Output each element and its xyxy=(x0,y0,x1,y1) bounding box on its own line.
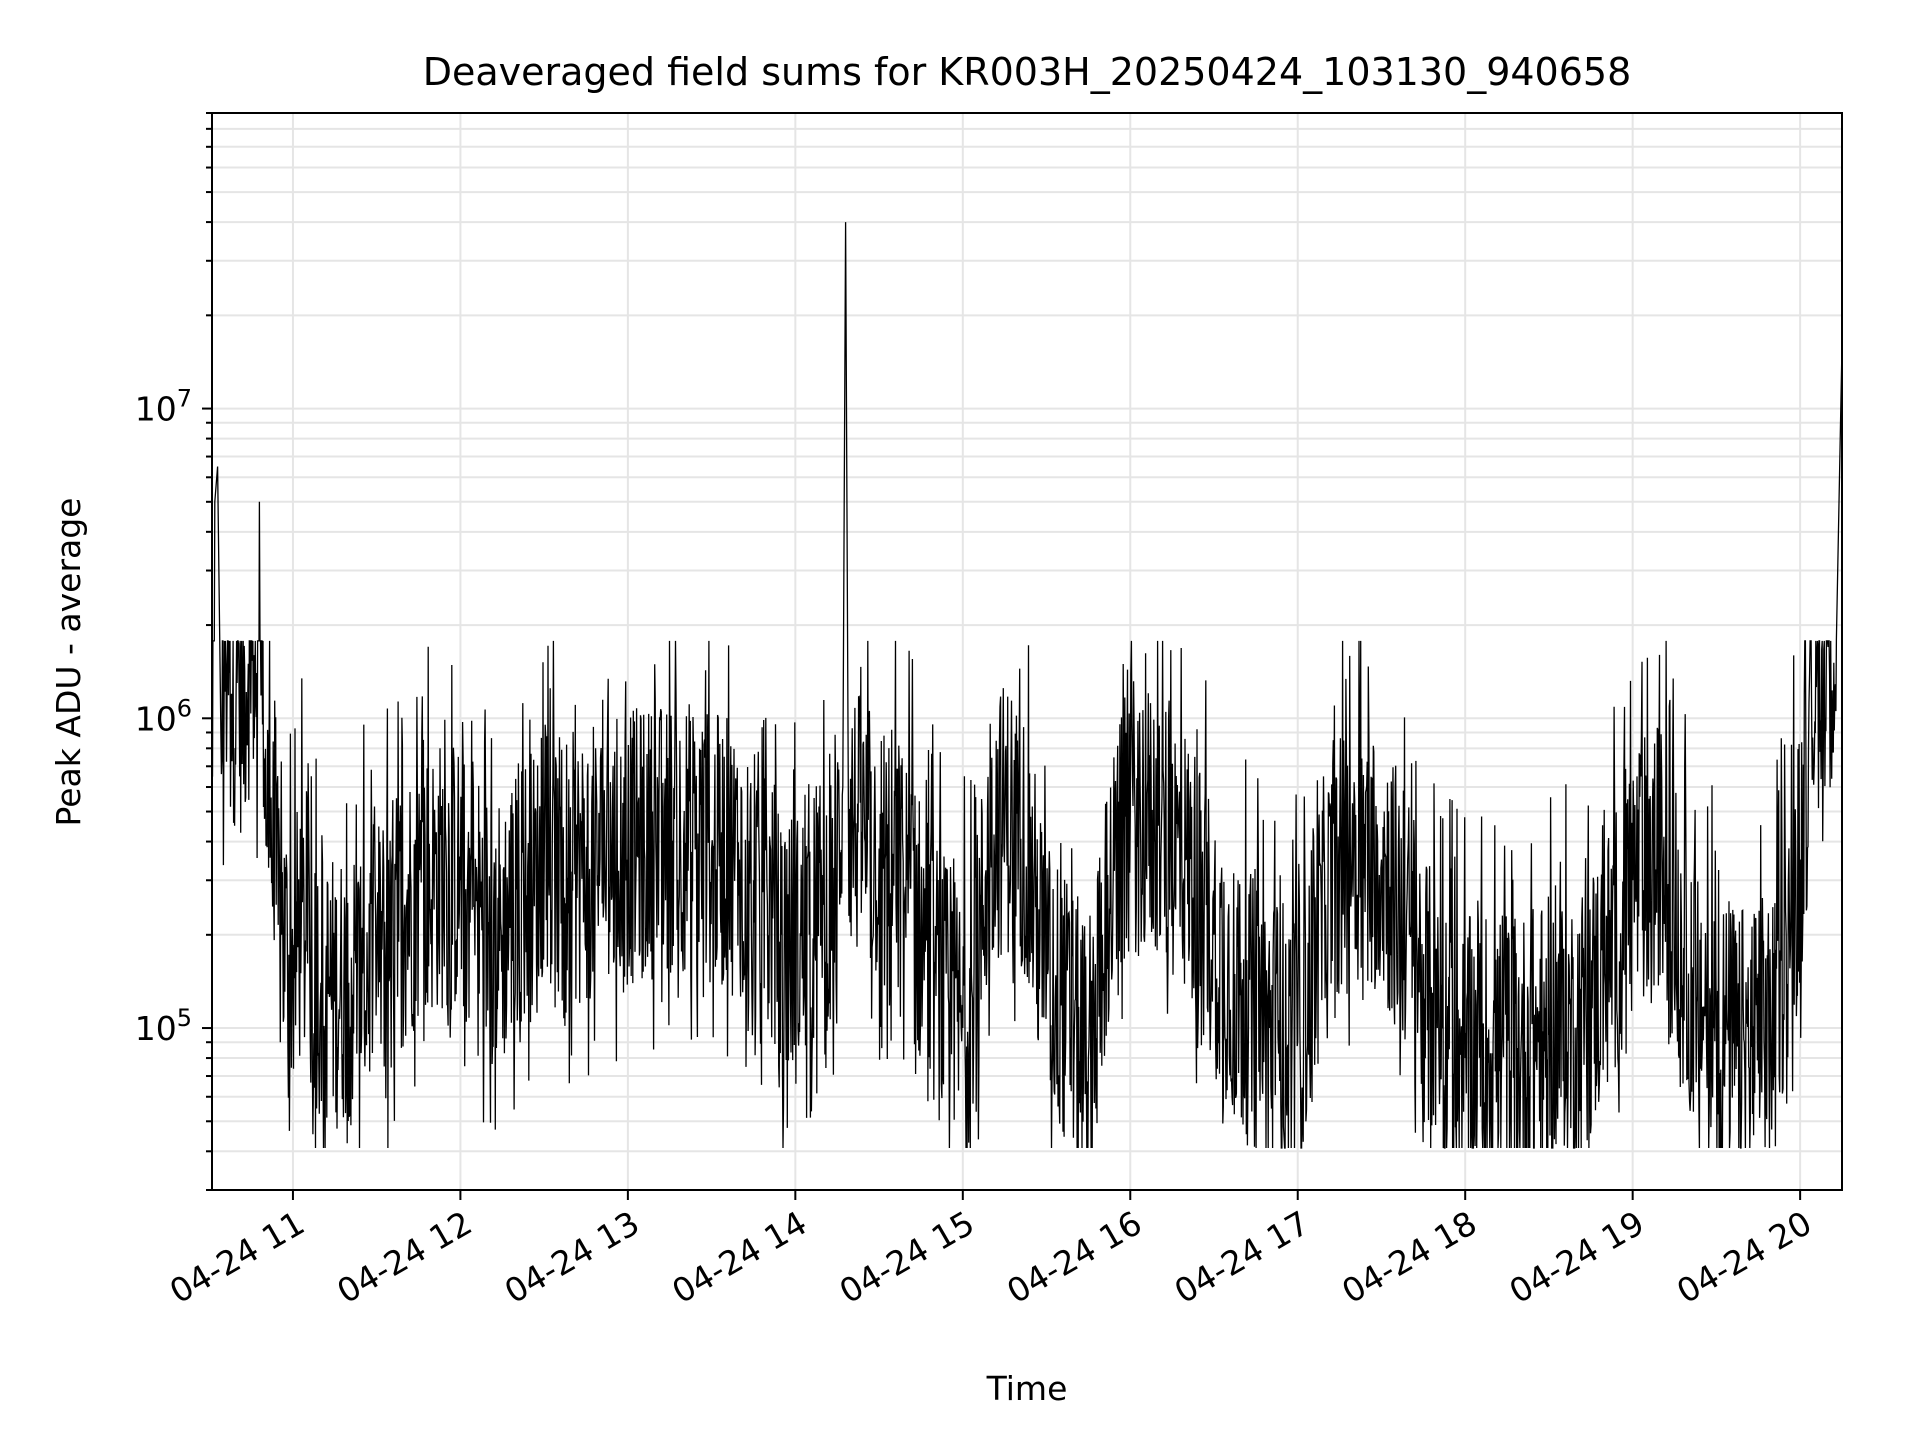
y-tick-label: 106 xyxy=(135,694,192,738)
y-tick-label: 105 xyxy=(135,1004,192,1048)
series-path xyxy=(211,222,1843,1149)
series-line xyxy=(211,222,1843,1149)
plot-frame xyxy=(211,112,1843,1191)
y-axis-label: Peak ADU - average xyxy=(49,498,88,827)
y-axis: 105 106 107 xyxy=(135,112,212,1191)
y-tick-label: 107 xyxy=(135,385,192,429)
chart-title: Deaveraged field sums for KR003H_2025042… xyxy=(423,50,1632,94)
x-axis-label: Time xyxy=(986,1369,1068,1408)
